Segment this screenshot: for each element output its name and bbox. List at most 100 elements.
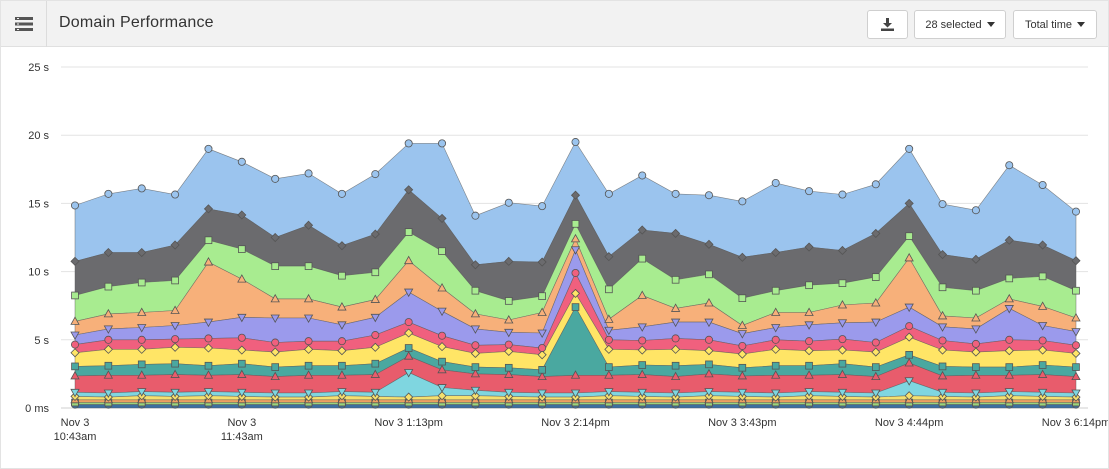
data-point: [404, 344, 413, 352]
data-point: [837, 369, 848, 378]
data-point: [170, 322, 180, 331]
data-point: [304, 262, 313, 270]
data-point: [504, 388, 514, 398]
data-point: [871, 228, 881, 238]
data-point: [1071, 328, 1081, 337]
data-point: [270, 371, 280, 381]
data-point: [1004, 370, 1014, 379]
data-point: [471, 341, 480, 350]
data-point: [872, 273, 880, 281]
data-point: [638, 361, 647, 369]
data-point: [437, 342, 447, 352]
data-point: [938, 200, 947, 209]
data-point: [337, 302, 347, 311]
y-tick-label: 20 s: [28, 130, 49, 142]
data-point: [570, 370, 581, 379]
data-point: [71, 201, 80, 210]
series-select-dropdown[interactable]: 28 selected: [914, 10, 1006, 39]
data-point: [771, 307, 781, 316]
data-point: [337, 370, 347, 379]
data-point: [838, 190, 847, 199]
list-icon: [14, 17, 33, 31]
data-point: [504, 346, 514, 356]
data-point: [303, 293, 314, 303]
x-tick-label: Nov 3: [61, 417, 90, 429]
data-point: [370, 342, 380, 352]
data-point: [504, 314, 514, 324]
data-point: [470, 391, 480, 401]
data-point: [1005, 161, 1014, 170]
data-point: [70, 316, 80, 325]
data-point: [805, 187, 814, 196]
data-point: [570, 288, 581, 298]
data-point: [203, 204, 214, 214]
data-point: [637, 290, 647, 299]
data-point: [403, 369, 414, 378]
data-point: [403, 255, 414, 265]
data-point: [203, 370, 214, 379]
data-point: [637, 225, 647, 235]
data-point: [937, 370, 948, 380]
data-point: [204, 334, 213, 343]
data-point: [737, 349, 747, 359]
data-point: [170, 305, 180, 314]
data-point: [804, 370, 814, 379]
data-point: [303, 314, 314, 323]
data-point: [737, 252, 747, 262]
data-point: [470, 348, 480, 359]
x-tick-label: Nov 3 4:44pm: [875, 417, 943, 429]
data-point: [737, 320, 748, 329]
data-point: [705, 360, 713, 369]
data-point: [403, 351, 414, 360]
page-title: Domain Performance: [59, 14, 214, 31]
data-point: [837, 245, 847, 256]
data-point: [537, 350, 547, 360]
data-point: [270, 293, 280, 303]
data-point: [204, 236, 213, 245]
data-point: [704, 368, 714, 378]
menu-button[interactable]: [1, 1, 47, 47]
data-point: [338, 361, 346, 370]
data-point: [137, 335, 146, 344]
data-point: [771, 335, 780, 344]
data-point: [237, 313, 247, 323]
data-point: [304, 361, 313, 370]
data-point: [904, 198, 914, 208]
data-point: [537, 257, 547, 267]
data-point: [70, 388, 80, 398]
data-point: [1005, 274, 1014, 283]
data-point: [904, 377, 914, 386]
data-point: [670, 389, 681, 399]
data-point: [404, 185, 414, 195]
data-point: [704, 335, 713, 344]
data-point: [737, 370, 748, 380]
data-point: [971, 325, 981, 334]
data-point: [170, 369, 180, 378]
download-button[interactable]: [867, 10, 908, 39]
data-point: [837, 319, 848, 328]
data-point: [237, 369, 247, 378]
data-point: [337, 346, 347, 356]
data-point: [237, 274, 247, 283]
data-point: [438, 247, 446, 255]
data-point: [570, 246, 581, 255]
data-point: [471, 363, 480, 371]
data-point: [1072, 341, 1081, 350]
data-point: [171, 190, 180, 199]
data-point: [805, 337, 814, 346]
data-point: [170, 240, 180, 250]
data-point: [738, 363, 747, 372]
data-point: [704, 388, 714, 397]
data-point: [804, 307, 814, 316]
data-point: [1005, 363, 1014, 371]
data-point: [137, 324, 147, 333]
data-point: [937, 323, 948, 332]
data-point: [470, 260, 480, 270]
data-point: [203, 343, 214, 353]
series-select-label: 28 selected: [925, 18, 982, 31]
y-tick-label: 5 s: [34, 335, 49, 347]
metric-select-dropdown[interactable]: Total time: [1013, 10, 1097, 39]
data-point: [404, 139, 413, 148]
data-point: [971, 389, 981, 399]
